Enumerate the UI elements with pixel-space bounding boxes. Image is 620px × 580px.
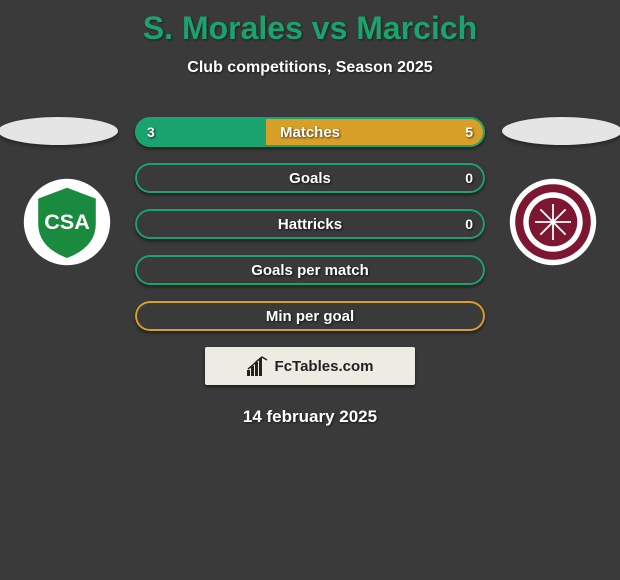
stat-row: Matches3 5 bbox=[135, 117, 485, 147]
team1-crest: CSA bbox=[22, 177, 112, 267]
stat-value-right: 0 bbox=[465, 163, 473, 193]
stat-bars: Matches35Goals0Hattricks0Goals per match… bbox=[135, 117, 485, 331]
stat-label: Hattricks bbox=[135, 209, 485, 239]
content-area: CSA Matches35Goals0Hattricks0Goals per m… bbox=[0, 117, 620, 427]
svg-text:CSA: CSA bbox=[44, 209, 90, 234]
stat-label: Goals per match bbox=[135, 255, 485, 285]
player2-silhouette bbox=[502, 117, 620, 145]
player1-name: S. Morales bbox=[143, 10, 303, 46]
team2-crest bbox=[508, 177, 598, 267]
stat-value-right: 5 bbox=[465, 117, 473, 147]
stat-label: Matches bbox=[135, 117, 485, 147]
player1-silhouette bbox=[0, 117, 118, 145]
vs-text: vs bbox=[312, 10, 348, 46]
date-label: 14 february 2025 bbox=[0, 407, 620, 427]
stat-row: Goals0 bbox=[135, 163, 485, 193]
stat-row: Hattricks0 bbox=[135, 209, 485, 239]
watermark: FcTables.com bbox=[205, 347, 415, 385]
subtitle: Club competitions, Season 2025 bbox=[0, 59, 620, 77]
stat-row: Min per goal bbox=[135, 301, 485, 331]
watermark-text: FcTables.com bbox=[275, 358, 374, 375]
stat-row: Goals per match bbox=[135, 255, 485, 285]
stat-value-left: 3 bbox=[147, 117, 155, 147]
stat-value-right: 0 bbox=[465, 209, 473, 239]
stat-label: Goals bbox=[135, 163, 485, 193]
player2-name: Marcich bbox=[356, 10, 477, 46]
stat-label: Min per goal bbox=[135, 301, 485, 331]
comparison-title: S. Morales vs Marcich bbox=[0, 0, 620, 47]
